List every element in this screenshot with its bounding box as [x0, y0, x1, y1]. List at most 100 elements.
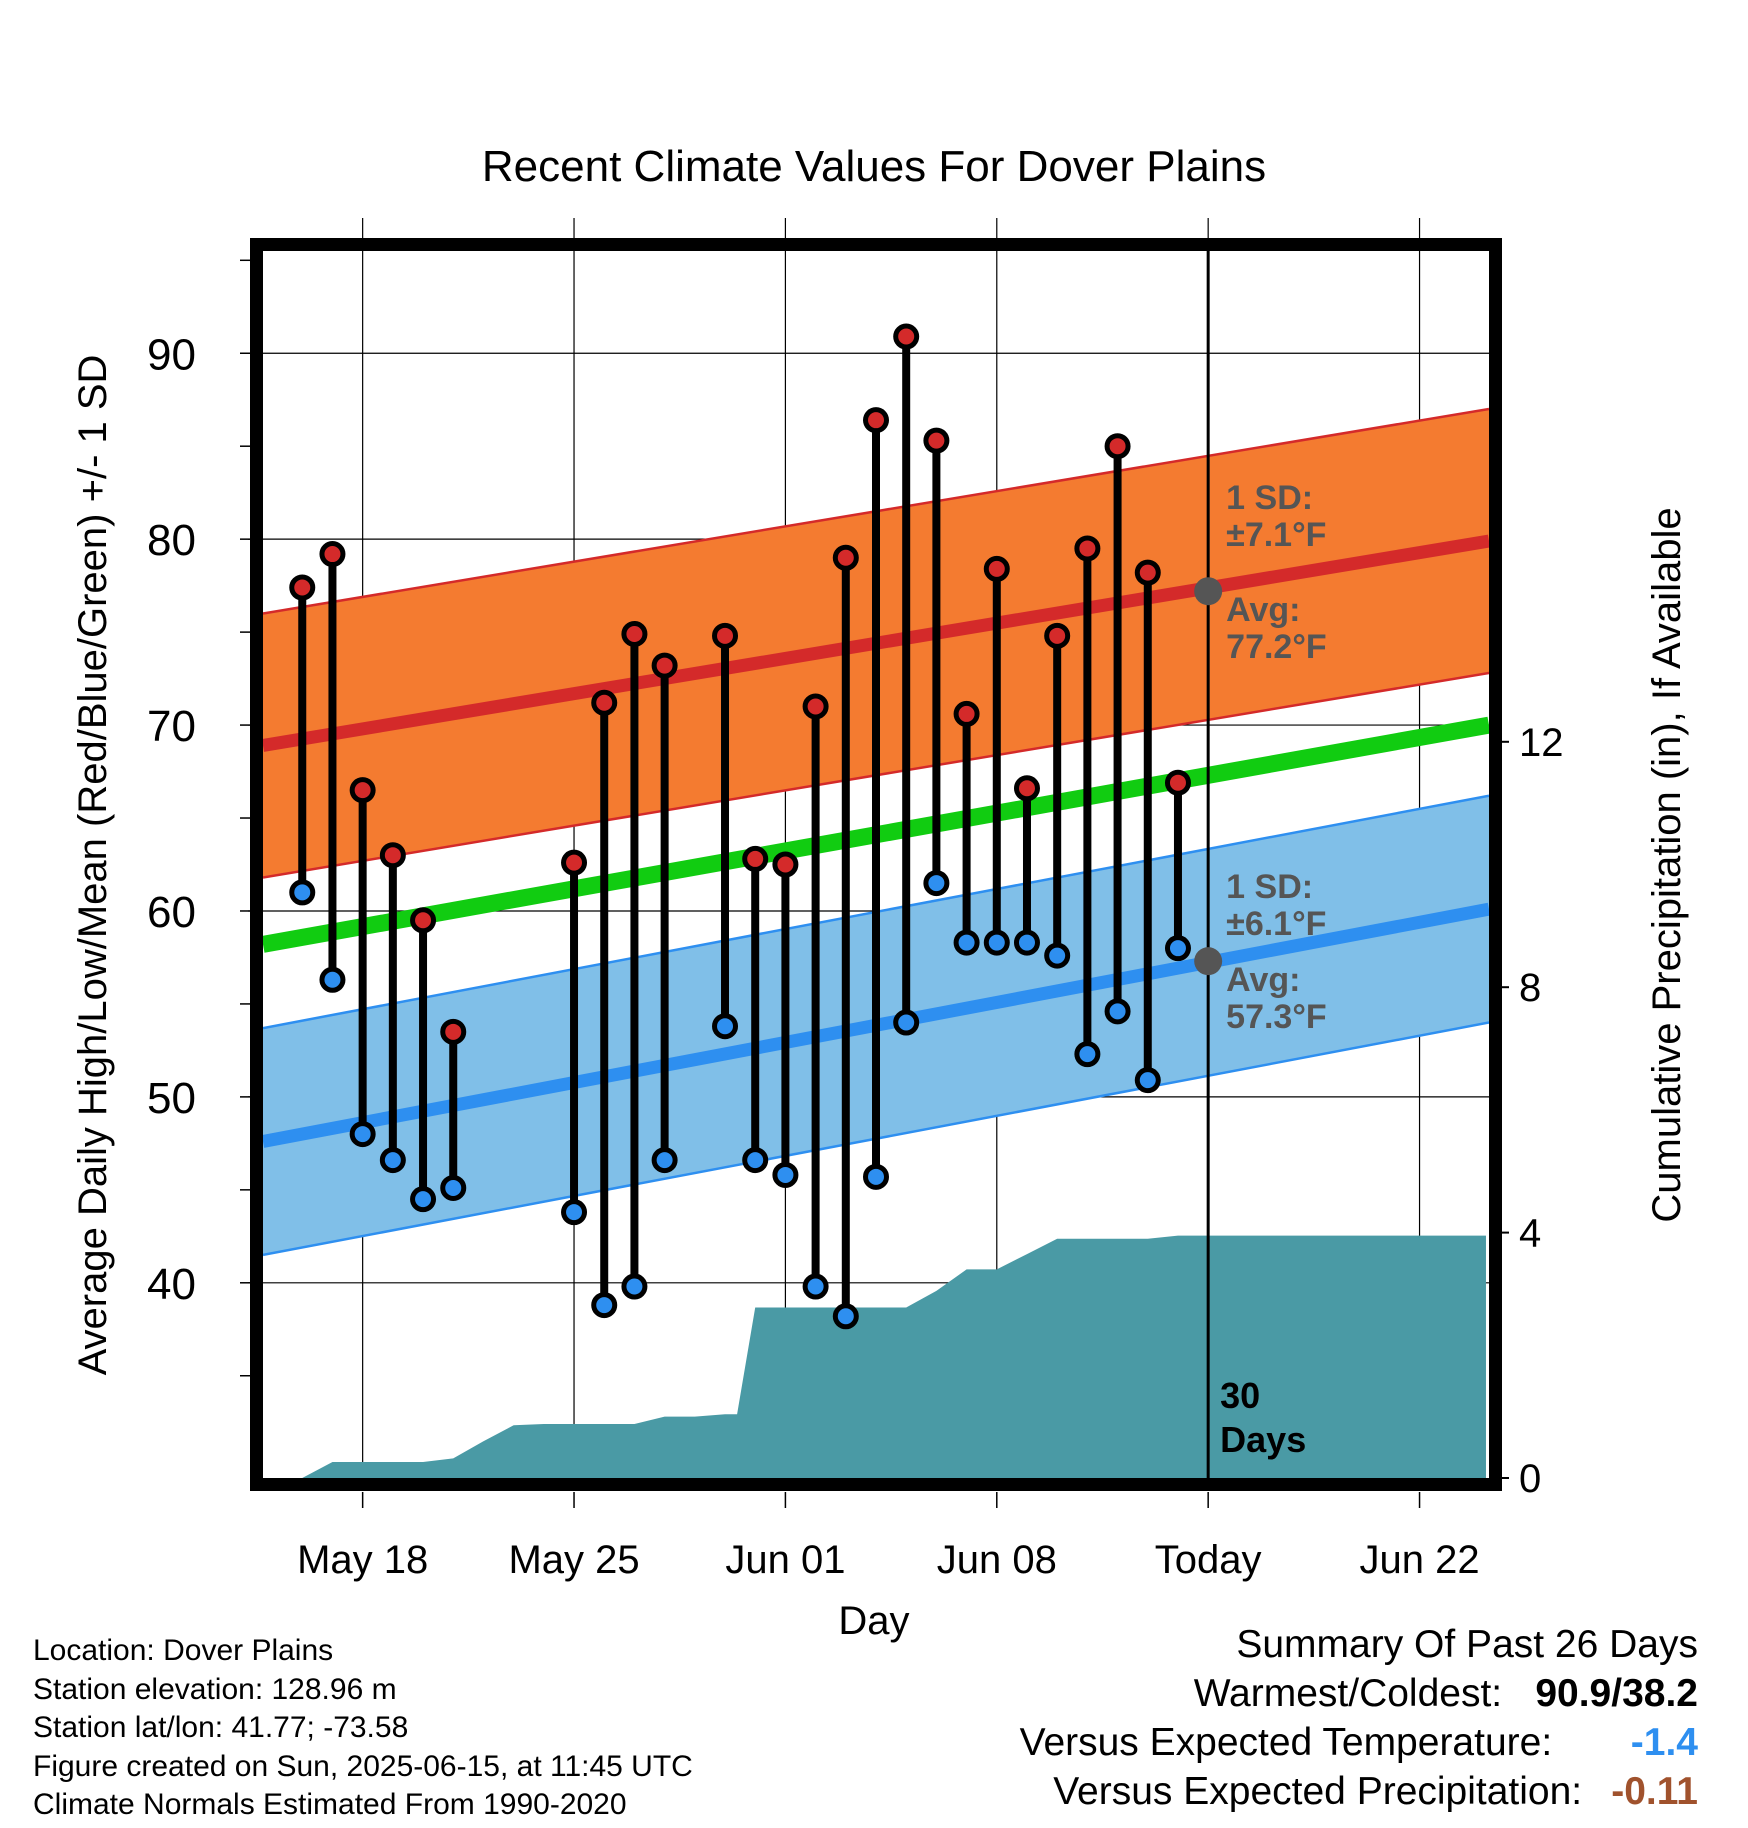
daily-high-point	[742, 845, 769, 872]
low-avg-label: Avg:	[1226, 961, 1300, 999]
daily-high-point	[289, 574, 316, 601]
daily-low-point	[289, 879, 316, 906]
y2-tick-label: 4	[1519, 1212, 1541, 1256]
x-axis-label: Day	[838, 1599, 909, 1643]
y-tick-label: 70	[147, 702, 196, 751]
daily-high-point	[983, 555, 1010, 582]
today-low-avg-marker	[1194, 947, 1223, 976]
y2-tick-label: 8	[1519, 966, 1541, 1010]
daily-high-point	[440, 1018, 467, 1045]
daily-low-point	[1134, 1067, 1161, 1094]
high-sd-label: 1 SD:	[1226, 479, 1313, 517]
high-avg-value: 77.2°F	[1226, 628, 1327, 666]
y2-tick-label: 0	[1519, 1457, 1541, 1501]
x-tick-label: Jun 01	[725, 1538, 845, 1582]
daily-high-point	[379, 842, 406, 869]
daily-low-point	[772, 1161, 799, 1188]
location-text: Location: Dover Plains	[33, 1634, 334, 1667]
precip-label: Versus Expected Precipitation:	[1053, 1770, 1583, 1813]
daily-high-point	[621, 620, 648, 647]
daily-high-point	[1104, 433, 1131, 460]
y-tick-label: 90	[147, 330, 196, 379]
daily-high-point	[832, 544, 859, 571]
daily-high-point	[1164, 769, 1191, 796]
elevation-text: Station elevation: 128.96 m	[33, 1672, 397, 1706]
precip-area	[266, 1235, 1486, 1478]
temp-label: Versus Expected Temperature:	[1019, 1721, 1553, 1764]
daily-low-point	[1013, 929, 1040, 956]
daily-low-point	[349, 1121, 376, 1148]
plot-border	[250, 238, 1502, 1491]
daily-high-point	[802, 693, 829, 720]
created-text: Figure created on Sun, 2025-06-15, at 11…	[33, 1749, 693, 1783]
daily-low-point	[651, 1147, 678, 1174]
days-label: 30	[1220, 1375, 1260, 1416]
daily-high-point	[1013, 775, 1040, 802]
daily-high-point	[893, 323, 920, 350]
daily-high-point	[772, 851, 799, 878]
daily-low-point	[953, 929, 980, 956]
low-sd-value: ±6.1°F	[1226, 905, 1326, 943]
station-metadata: Location: Dover Plains Station elevation…	[33, 1632, 693, 1825]
daily-low-point	[923, 870, 950, 897]
axes: 40 50 60 70 80 90 0 4 8 12 May 18 May 25 Jun 01 Jun 0…	[147, 259, 1564, 1582]
daily-low-point	[802, 1273, 829, 1300]
daily-high-point	[561, 849, 588, 876]
x-tick-label: Jun 22	[1359, 1538, 1479, 1582]
daily-low-point	[863, 1163, 889, 1190]
daily-high-point	[953, 700, 980, 727]
daily-low-point	[712, 1013, 739, 1040]
daily-low-point	[832, 1303, 859, 1330]
daily-high-point	[1134, 559, 1161, 586]
daily-high-point	[651, 652, 678, 679]
warmest-value: 90.9/38.2	[1535, 1672, 1698, 1715]
chart-title: Recent Climate Values For Dover Plains	[482, 142, 1266, 191]
y-tick-label: 40	[147, 1260, 196, 1309]
daily-low-point	[1164, 935, 1191, 962]
high-avg-label: Avg:	[1226, 591, 1300, 629]
daily-high-point	[863, 407, 889, 434]
x-tick-label: May 18	[297, 1538, 428, 1582]
daily-low-point	[379, 1147, 406, 1174]
temp-row: Versus Expected Temperature: -1.4	[1020, 1718, 1698, 1767]
low-sd-label: 1 SD:	[1226, 868, 1313, 906]
daily-high-point	[319, 541, 346, 568]
y-tick-label: 50	[147, 1074, 196, 1123]
y-tick-label: 80	[147, 516, 196, 565]
daily-low-point	[410, 1186, 437, 1213]
daily-low-point	[621, 1273, 648, 1300]
daily-low-point	[983, 929, 1010, 956]
daily-low-point	[1074, 1041, 1101, 1068]
warmest-coldest-row: Warmest/Coldest: 90.9/38.2	[1020, 1669, 1698, 1718]
daily-low-point	[561, 1199, 588, 1226]
normals-text: Climate Normals Estimated From 1990-2020	[33, 1788, 627, 1821]
daily-low-point	[742, 1147, 769, 1174]
today-high-avg-marker	[1194, 577, 1223, 606]
daily-high-point	[591, 689, 618, 716]
y2-axis-label: Cumulative Precipitation (in), If Availa…	[1645, 507, 1689, 1222]
y-tick-label: 60	[147, 888, 196, 937]
summary-panel: Summary Of Past 26 Days Warmest/Coldest:…	[1020, 1620, 1698, 1816]
precip-value: -0.11	[1611, 1770, 1698, 1813]
precip-row: Versus Expected Precipitation: -0.11	[1020, 1767, 1698, 1816]
summary-title: Summary Of Past 26 Days	[1236, 1623, 1698, 1666]
x-tick-label: Today	[1155, 1538, 1262, 1582]
latlon-text: Station lat/lon: 41.77; -73.58	[33, 1711, 409, 1744]
y2-tick-label: 12	[1519, 721, 1564, 765]
daily-high-point	[410, 907, 437, 934]
daily-high-point	[712, 622, 739, 649]
high-sd-value: ±7.1°F	[1226, 516, 1326, 554]
daily-low-point	[1044, 942, 1071, 969]
plot-frame	[250, 238, 1502, 1491]
x-tick-label: Jun 08	[937, 1538, 1057, 1582]
days-label: Days	[1220, 1419, 1306, 1460]
warmest-label: Warmest/Coldest:	[1193, 1672, 1503, 1715]
temp-value: -1.4	[1630, 1721, 1698, 1764]
daily-high-point	[349, 777, 376, 804]
daily-low-point	[591, 1292, 618, 1319]
daily-low-point	[893, 1009, 920, 1036]
x-tick-label: May 25	[508, 1538, 639, 1582]
daily-low-point	[1104, 998, 1131, 1025]
